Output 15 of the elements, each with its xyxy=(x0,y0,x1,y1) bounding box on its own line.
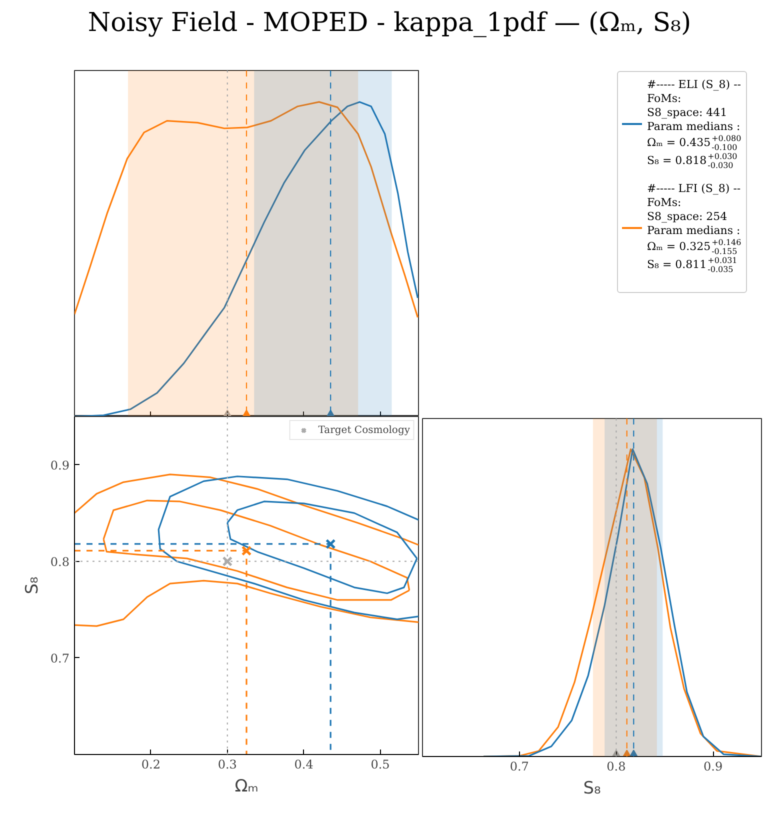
x-axis-title: Ωₘ xyxy=(234,776,258,796)
x-tick-label: 0.2 xyxy=(141,758,160,772)
x-tick-label: 0.7 xyxy=(510,760,529,774)
x-tick-label: 0.3 xyxy=(218,758,237,772)
y-tick-label: 0.8 xyxy=(50,554,70,569)
y-tick-label: 0.7 xyxy=(50,651,70,666)
legend-label: Target Cosmology xyxy=(318,424,410,436)
y-tick-label: 0.9 xyxy=(50,458,70,472)
chart-title: Noisy Field - MOPED - kappa_1pdf — (Ωₘ, S₈) xyxy=(86,7,692,40)
x-axis-title: S₈ xyxy=(583,778,601,798)
x-tick-label: 0.4 xyxy=(294,758,314,772)
y-axis-title: S₈ xyxy=(22,576,42,594)
x-tick-label: 0.8 xyxy=(606,760,626,774)
x-tick-label: 0.5 xyxy=(370,758,390,772)
x-tick-label: 0.9 xyxy=(704,760,723,774)
